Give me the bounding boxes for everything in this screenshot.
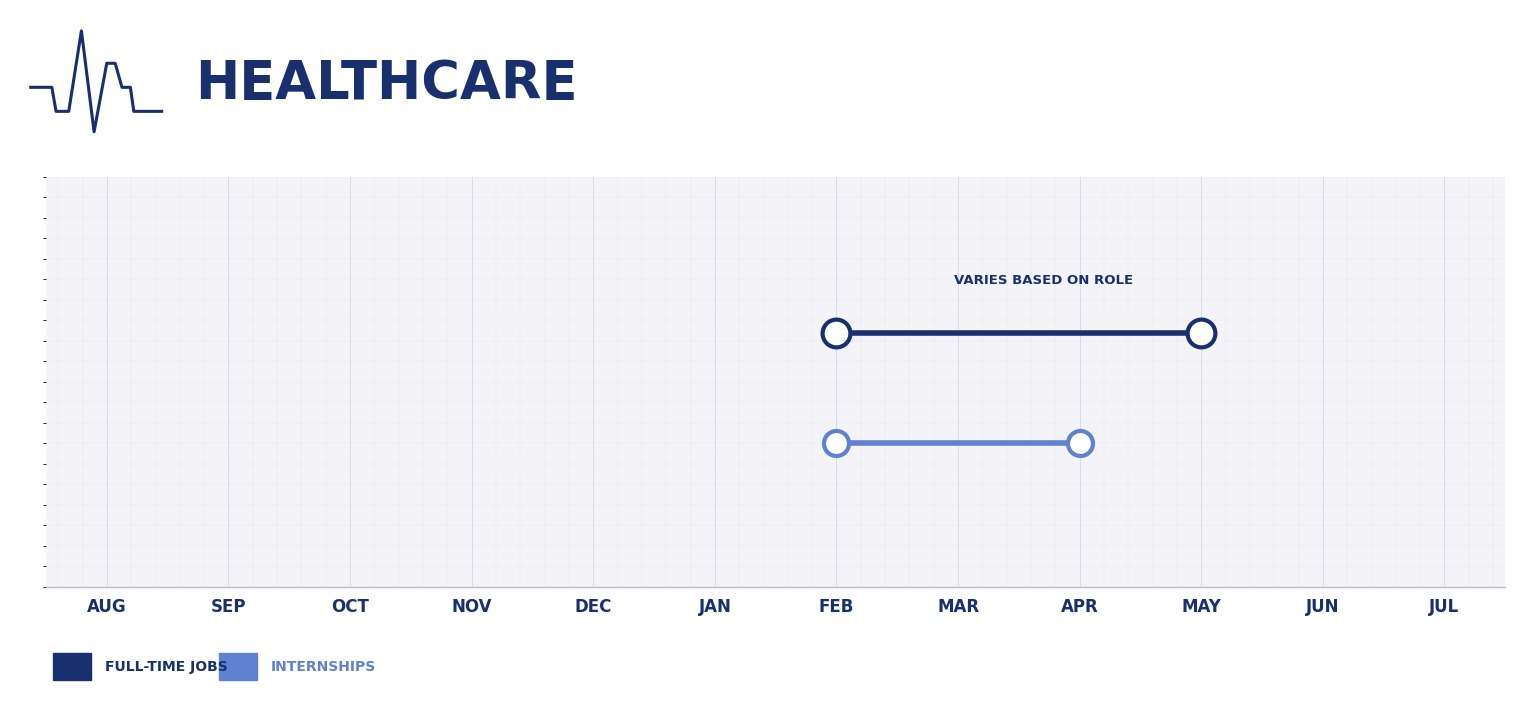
Text: HEALTHCARE: HEALTHCARE [195, 58, 578, 110]
FancyBboxPatch shape [218, 653, 257, 680]
Text: FULL-TIME JOBS: FULL-TIME JOBS [104, 660, 227, 674]
Text: INTERNSHIPS: INTERNSHIPS [270, 660, 376, 674]
Text: VARIES BASED ON ROLE: VARIES BASED ON ROLE [954, 274, 1132, 288]
FancyBboxPatch shape [52, 653, 91, 680]
